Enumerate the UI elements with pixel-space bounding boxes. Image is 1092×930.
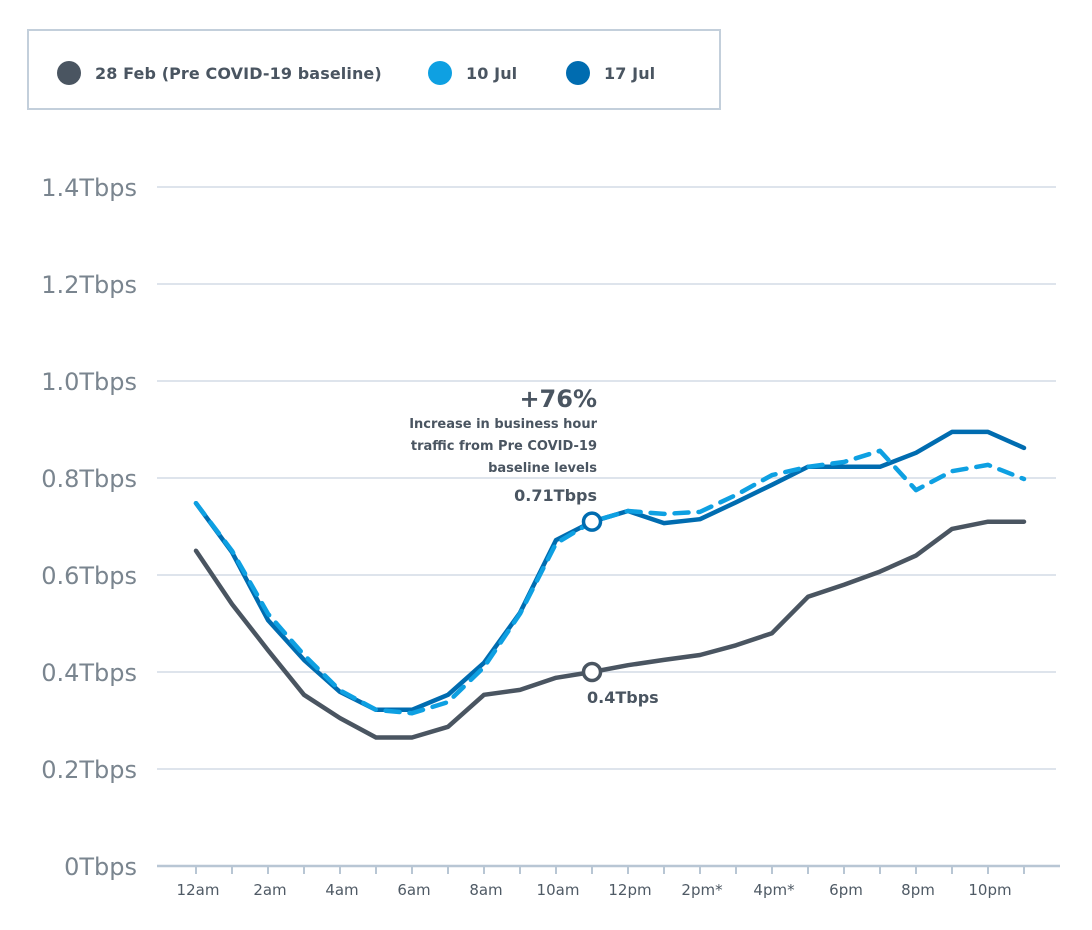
x-tick-label: 12am [177, 881, 220, 899]
y-tick-label: 1.0Tbps [41, 368, 137, 396]
x-tick-label: 6am [397, 881, 430, 899]
annotation-marker[interactable] [581, 661, 603, 683]
legend-label: 10 Jul [466, 63, 518, 83]
x-tick-label: 10am [537, 881, 580, 899]
callout-line: baseline levels [488, 461, 597, 476]
x-tick-label: 10pm [968, 881, 1011, 899]
callout-line: Increase in business hour [409, 417, 597, 432]
y-tick-label: 1.4Tbps [41, 174, 137, 202]
y-tick-label: 1.2Tbps [41, 271, 137, 299]
legend-label: 17 Jul [604, 63, 656, 83]
legend-item-feb[interactable]: 28 Feb (Pre COVID-19 baseline) [57, 61, 382, 85]
x-tick-label: 4am [325, 881, 358, 899]
chart-legend: 28 Feb (Pre COVID-19 baseline) 10 Jul 17… [27, 29, 721, 110]
annotation-marker[interactable] [581, 511, 603, 532]
x-axis: 12am 2am 4am 6am 8am 10am 12pm 2pm* 4pm* 6pm 8pm 10… [157, 864, 1060, 899]
x-tick-label: 2am [253, 881, 286, 899]
x-tick-label: 12pm [608, 881, 651, 899]
x-tick-label: 6pm [829, 881, 863, 899]
legend-marker-jul10 [428, 61, 452, 85]
legend-marker-jul17 [566, 61, 590, 85]
legend-item-jul17[interactable]: 17 Jul [566, 61, 655, 85]
series-line-10-jul [193, 448, 1027, 716]
annotations: +76% Increase in business hour traffic f… [409, 385, 658, 707]
y-tick-label: 0.4Tbps [41, 659, 137, 687]
y-tick-label: 0.8Tbps [41, 465, 137, 493]
callout-line: traffic from Pre COVID-19 [411, 439, 597, 454]
legend-item-jul10[interactable]: 10 Jul [428, 61, 517, 85]
series-lines [193, 429, 1027, 740]
callout-headline: +76% [519, 385, 597, 413]
x-tick-label: 4pm* [753, 881, 795, 899]
x-tick-label: 8am [469, 881, 502, 899]
gridlines [157, 186, 1056, 770]
y-tick-label: 0.6Tbps [41, 562, 137, 590]
x-tick-label: 8pm [901, 881, 935, 899]
legend-label: 28 Feb (Pre COVID-19 baseline) [95, 63, 382, 83]
y-axis-labels: 0Tbps 0.2Tbps 0.4Tbps 0.6Tbps 0.8Tbps 1.0Tbps… [41, 174, 137, 881]
y-tick-label: 0Tbps [64, 853, 137, 881]
annotation-feb-value: 0.4Tbps [587, 688, 659, 707]
legend-marker-feb [57, 61, 81, 85]
x-tick-label: 2pm* [681, 881, 723, 899]
series-line-28-feb-pre-covid-19-baseline [193, 519, 1027, 740]
y-tick-label: 0.2Tbps [41, 756, 137, 784]
annotation-jul17-value: 0.71Tbps [514, 486, 597, 505]
